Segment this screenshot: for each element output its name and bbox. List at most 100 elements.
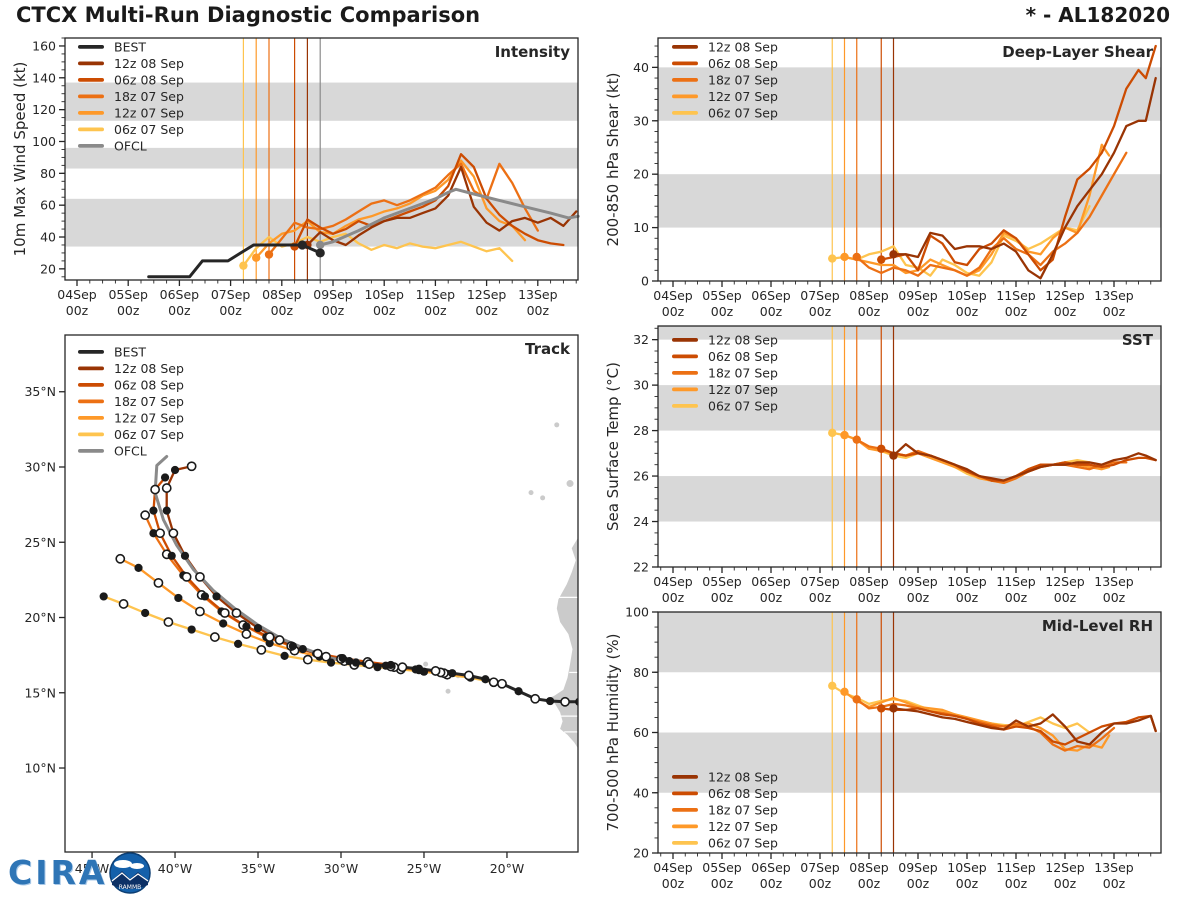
track-fix-filled bbox=[345, 657, 354, 666]
legend-swatch-r06z08 bbox=[78, 383, 104, 387]
x-tick-sublabel: 00z bbox=[760, 304, 783, 319]
legend-swatch-r12z07 bbox=[78, 111, 104, 115]
y-tick-label: 22 bbox=[633, 560, 649, 575]
panel-rh: 04Sep00z05Sep00z06Sep00z07Sep00z08Sep00z… bbox=[604, 605, 1162, 891]
legend-label-r06z07: 06z 07 Sep bbox=[708, 399, 778, 414]
track-fix-open bbox=[497, 678, 507, 689]
x-tick-label: 07Sep bbox=[800, 860, 840, 875]
track-fix-filled bbox=[134, 563, 143, 572]
x-tick-label: 10Sep bbox=[947, 288, 987, 303]
x-tick-sublabel: 00z bbox=[1103, 590, 1126, 605]
x-tick-sublabel: 00z bbox=[858, 876, 881, 891]
legend-swatch-r12z08 bbox=[672, 338, 698, 342]
x-tick-label: 08Sep bbox=[849, 288, 889, 303]
init-dot-r18z07 bbox=[264, 250, 274, 259]
track-fix-open bbox=[231, 608, 242, 618]
track-fix-open bbox=[140, 510, 151, 521]
legend-label-r12z07: 12z 07 Sep bbox=[708, 819, 778, 834]
track-fix-open bbox=[153, 577, 164, 588]
series-rh-r12z08 bbox=[892, 707, 1157, 746]
init-dot-r12z07 bbox=[252, 253, 261, 262]
x-tick-label: 09Sep bbox=[313, 287, 353, 302]
y-tick-label: 20 bbox=[633, 167, 649, 182]
legend-swatch-best bbox=[78, 45, 104, 49]
x-tick-sublabel: 00z bbox=[527, 303, 550, 318]
track-fix-filled bbox=[180, 551, 190, 560]
lat-tick-label: 30°N bbox=[24, 459, 56, 474]
island bbox=[423, 661, 429, 667]
track-fix-filled bbox=[575, 697, 578, 706]
track-fix-open bbox=[397, 662, 408, 673]
track-fix-open bbox=[560, 696, 570, 707]
y-tick-label: 0 bbox=[641, 274, 649, 289]
track-fix-filled bbox=[187, 625, 196, 634]
x-tick-sublabel: 00z bbox=[475, 303, 498, 318]
init-dot-ofcl bbox=[316, 240, 325, 250]
x-tick-sublabel: 00z bbox=[1054, 876, 1077, 891]
legend-label-r06z07: 06z 07 Sep bbox=[708, 836, 778, 851]
x-tick-sublabel: 00z bbox=[809, 590, 832, 605]
track-fix-open bbox=[181, 571, 192, 582]
category-band bbox=[65, 147, 578, 169]
legend-swatch-r12z07 bbox=[672, 824, 698, 829]
legend-label-r06z08: 06z 08 Sep bbox=[708, 786, 778, 801]
panel-title-sst: SST bbox=[1122, 331, 1154, 349]
x-tick-sublabel: 00z bbox=[1103, 876, 1126, 891]
x-tick-sublabel: 00z bbox=[809, 304, 832, 319]
track-fix-filled bbox=[546, 696, 555, 706]
legend-swatch-r06z08 bbox=[672, 791, 698, 796]
x-tick-label: 11Sep bbox=[996, 574, 1036, 589]
legend-swatch-r06z08 bbox=[672, 61, 698, 66]
track-fix-filled bbox=[448, 669, 457, 678]
island bbox=[445, 688, 451, 694]
logo-rammb-text: RAMMB bbox=[119, 884, 142, 891]
x-tick-sublabel: 00z bbox=[1054, 304, 1077, 319]
legend-label-r12z08: 12z 08 Sep bbox=[708, 40, 778, 55]
y-tick-label: 100 bbox=[625, 605, 649, 620]
x-tick-label: 10Sep bbox=[947, 860, 987, 875]
x-tick-sublabel: 00z bbox=[956, 876, 979, 891]
lon-tick-label: 25°W bbox=[407, 861, 442, 876]
legend-label-r18z07: 18z 07 Sep bbox=[114, 89, 184, 104]
y-tick-label: 20 bbox=[633, 846, 649, 861]
series-intensity-r06z08 bbox=[293, 153, 565, 248]
legend-swatch-ofcl bbox=[78, 449, 104, 453]
y-tick-label: 10 bbox=[633, 220, 649, 235]
x-tick-label: 10Sep bbox=[364, 287, 404, 302]
y-axis-title-rh: 700-500 hPa Humidity (%) bbox=[604, 633, 622, 831]
legend-swatch-r06z08 bbox=[78, 78, 104, 82]
lon-tick-label: 20°W bbox=[490, 861, 525, 876]
legend-label-best: BEST bbox=[114, 40, 146, 55]
logo-cira-text: CIRA bbox=[8, 853, 108, 892]
panel-sst: 04Sep00z05Sep00z06Sep00z07Sep00z08Sep00z… bbox=[604, 325, 1162, 605]
series-shear-r12z07 bbox=[843, 143, 1111, 277]
track-fix-open bbox=[195, 606, 205, 617]
track-fix-filled bbox=[280, 651, 289, 660]
track-fix-filled bbox=[212, 592, 221, 601]
x-tick-label: 09Sep bbox=[898, 288, 938, 303]
category-band bbox=[658, 612, 1161, 673]
track-fix-filled bbox=[149, 529, 158, 538]
x-tick-sublabel: 00z bbox=[271, 303, 294, 318]
legend-swatch-r12z08 bbox=[672, 775, 698, 779]
series-shear-r06z08 bbox=[880, 44, 1157, 272]
y-axis-title-shear: 200-850 hPa Shear (kt) bbox=[604, 73, 622, 247]
y-tick-label: 80 bbox=[633, 665, 649, 680]
category-band bbox=[65, 82, 578, 121]
x-tick-sublabel: 00z bbox=[373, 303, 396, 318]
legend-swatch-r18z07 bbox=[78, 399, 104, 404]
track-fix-filled bbox=[326, 658, 336, 667]
track-fix-filled bbox=[162, 506, 171, 515]
legend-label-ofcl: OFCL bbox=[114, 139, 147, 154]
track-fix-filled bbox=[149, 506, 158, 515]
init-dot-r18z07 bbox=[852, 435, 861, 444]
init-dot-r12z07 bbox=[840, 430, 849, 440]
plot-border bbox=[64, 334, 579, 853]
x-tick-sublabel: 00z bbox=[322, 303, 345, 318]
x-tick-label: 13Sep bbox=[1094, 574, 1134, 589]
x-tick-label: 11Sep bbox=[416, 287, 456, 302]
legend-label-best: BEST bbox=[114, 345, 146, 360]
x-tick-label: 13Sep bbox=[1094, 860, 1134, 875]
legend-swatch-best bbox=[78, 350, 104, 354]
